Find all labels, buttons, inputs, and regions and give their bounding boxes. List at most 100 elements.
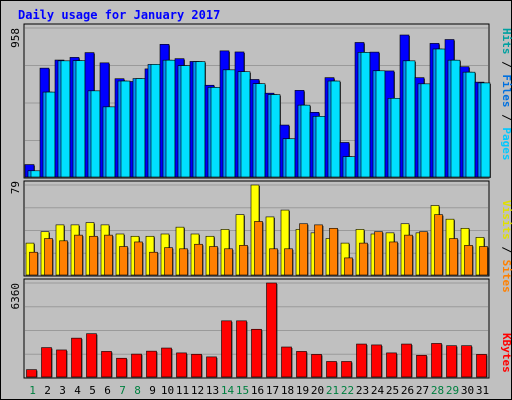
bar-pages-19 [300,104,311,178]
bar-kbytes-23 [356,343,367,378]
x-tick-label: 25 [386,384,399,397]
bar-pages-9 [150,64,161,178]
bar-kbytes-16 [251,328,262,378]
bar-sites-26 [404,234,413,276]
bar-sites-31 [479,246,488,276]
kbytes-panel [23,278,490,379]
legend-kbytes: KBytes [500,333,512,373]
x-axis-labels: 1 2 3 4 5 6 7 8 9 10 11 12 13 14 15 16 17 18 19 20 21 22 23 24 2… [29,384,489,397]
bar-sites-21 [329,227,338,276]
y-max-label-kbytes: 6360 [9,283,22,310]
bar-pages-21 [330,80,341,178]
bar-kbytes-3 [56,349,67,378]
bar-pages-25 [390,98,401,178]
legend-sites-label: Sites [500,260,512,293]
bar-kbytes-18 [281,346,292,378]
bar-kbytes-5 [86,333,97,378]
bar-sites-6 [104,234,113,276]
bar-sites-23 [359,242,368,276]
x-tick-label: 26 [401,384,414,397]
bar-sites-9 [149,251,158,276]
legend-files-label: Files [500,74,512,107]
x-tick-label: 15 [236,384,249,397]
x-tick-label: 3 [59,384,66,397]
bar-pages-7 [120,80,131,178]
bar-sites-1 [29,251,38,276]
x-tick-label: 1 [29,384,36,397]
bar-sites-19 [299,223,308,276]
bar-sites-20 [314,224,323,276]
bar-sites-4 [74,234,83,276]
bar-pages-31 [480,82,491,178]
bar-pages-6 [105,106,116,178]
legend-pages-label: Pages [500,127,512,160]
bar-kbytes-14 [221,320,232,378]
y-max-label-visits: 79 [9,181,22,194]
bar-pages-16 [255,83,266,178]
bar-pages-24 [375,70,386,178]
bar-pages-13 [210,87,221,178]
svg-text:Visits / Sites: Visits / Sites [500,200,512,293]
legend-visits-label: Visits [500,200,512,240]
bar-sites-29 [449,238,458,276]
x-tick-label: 18 [281,384,294,397]
bar-pages-18 [285,138,296,178]
bar-kbytes-20 [311,354,322,378]
bar-sites-15 [239,245,248,276]
bar-kbytes-31 [476,354,487,378]
bar-kbytes-26 [401,343,412,378]
bar-pages-11 [180,65,191,178]
bar-kbytes-22 [341,361,352,378]
y-max-label-hits: 958 [9,28,22,48]
x-tick-label: 12 [191,384,204,397]
svg-text:KBytes: KBytes [500,333,512,373]
bar-kbytes-13 [206,356,217,378]
x-tick-label: 9 [149,384,156,397]
x-tick-label: 6 [104,384,111,397]
bar-kbytes-10 [161,347,172,378]
bar-sites-10 [164,247,173,276]
bar-pages-12 [195,61,206,178]
x-tick-label: 22 [341,384,354,397]
bar-kbytes-30 [461,345,472,378]
bar-sites-8 [134,241,143,276]
x-tick-label: 30 [461,384,474,397]
x-tick-label: 29 [446,384,459,397]
x-tick-label: 4 [74,384,81,397]
bar-kbytes-6 [101,351,112,378]
x-tick-label: 7 [119,384,126,397]
bar-sites-16 [254,221,263,276]
bar-pages-22 [345,156,356,178]
x-tick-label: 13 [206,384,219,397]
legend-kbytes-label: KBytes [500,333,512,373]
bar-pages-4 [75,60,86,178]
bar-sites-3 [59,240,68,276]
bar-kbytes-28 [431,343,442,378]
legend-visits: Visits / Sites [500,200,512,293]
x-tick-label: 21 [326,384,339,397]
bar-kbytes-17 [266,282,277,378]
bar-kbytes-25 [386,352,397,378]
bar-pages-2 [45,91,56,178]
x-tick-label: 17 [266,384,279,397]
bar-sites-14 [224,248,233,276]
hits-panel [23,23,491,179]
bar-sites-17 [269,248,278,276]
x-tick-label: 24 [371,384,385,397]
bar-sites-28 [434,214,443,276]
visits-panel [23,180,490,277]
bar-kbytes-2 [41,347,52,378]
bar-pages-28 [435,48,446,178]
bar-sites-13 [209,246,218,276]
bar-sites-5 [89,235,98,276]
bar-pages-30 [465,71,476,178]
legend-hits: Hits / Files / Pages [500,28,512,161]
x-tick-label: 23 [356,384,369,397]
bar-sites-30 [464,245,473,276]
legend-hits-label: Hits [500,28,512,55]
bar-kbytes-8 [131,353,142,378]
bar-sites-12 [194,243,203,276]
bar-sites-2 [44,238,53,276]
bar-pages-8 [135,78,146,178]
